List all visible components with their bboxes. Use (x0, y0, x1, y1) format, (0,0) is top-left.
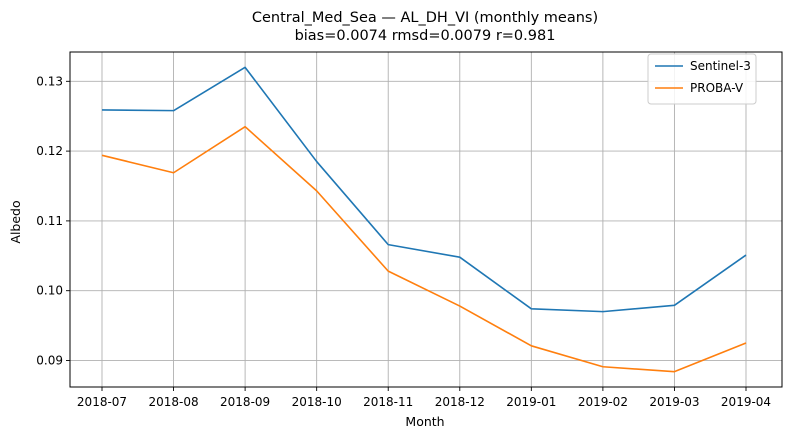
y-tick-label: 0.09 (36, 353, 63, 367)
x-tick-label: 2018-10 (292, 395, 342, 409)
y-axis: 0.09 0.10 0.11 0.12 0.13 (36, 74, 70, 367)
x-tick-label: 2018-07 (77, 395, 127, 409)
x-tick-label: 2019-02 (578, 395, 628, 409)
plot-frame (69, 51, 783, 388)
series-line-sentinel-3 (101, 66, 747, 313)
x-axis: 2018-07 2018-08 2018-09 2018-10 2018-11 2018-… (77, 387, 771, 409)
y-tick-label: 0.13 (36, 74, 63, 88)
legend: Sentinel-3 PROBA-V (647, 53, 757, 105)
x-tick-label: 2018-08 (148, 395, 198, 409)
chart-subtitle: bias=0.0074 rmsd=0.0079 r=0.981 (295, 28, 556, 44)
y-tick-label: 0.11 (36, 214, 63, 228)
y-axis-label: Albedo (8, 200, 23, 243)
x-tick-label: 2019-04 (721, 395, 771, 409)
y-tick-label: 0.12 (36, 144, 63, 158)
x-tick-label: 2018-12 (435, 395, 485, 409)
legend-label-sentinel-3: Sentinel-3 (690, 59, 751, 73)
x-tick-label: 2019-01 (506, 395, 556, 409)
series-line-proba-v (101, 125, 747, 373)
series-lines (101, 66, 747, 373)
y-tick-label: 0.10 (36, 284, 63, 298)
chart-title: Central_Med_Sea — AL_DH_VI (monthly mean… (252, 10, 598, 26)
x-tick-label: 2018-11 (363, 395, 413, 409)
grid (70, 52, 782, 387)
legend-label-proba-v: PROBA-V (690, 81, 744, 95)
x-tick-label: 2019-03 (649, 395, 699, 409)
x-axis-label: Month (405, 414, 444, 429)
x-tick-label: 2018-09 (220, 395, 270, 409)
